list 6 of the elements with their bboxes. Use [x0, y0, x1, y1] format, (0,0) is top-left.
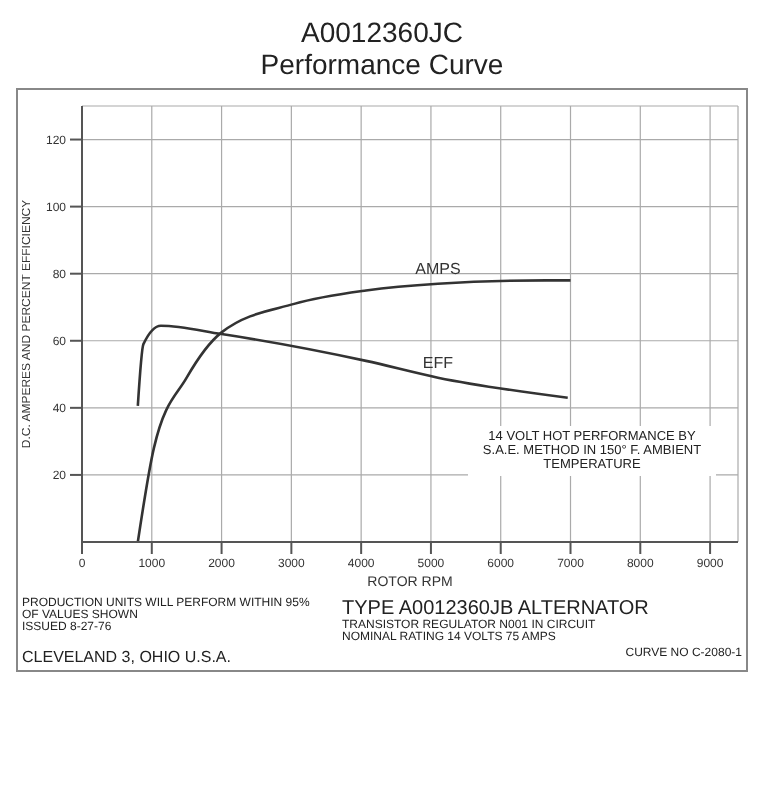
text: TYPE A0012360JB ALTERNATOR [342, 598, 651, 620]
series-label: AMPS [415, 259, 461, 278]
series-label: EFF [422, 353, 454, 372]
chart-subtitle: Performance Curve [258, 48, 506, 80]
chart-title: A0012360JC [299, 16, 465, 48]
text: CLEVELAND 3, OHIO U.S.A. [22, 648, 231, 666]
